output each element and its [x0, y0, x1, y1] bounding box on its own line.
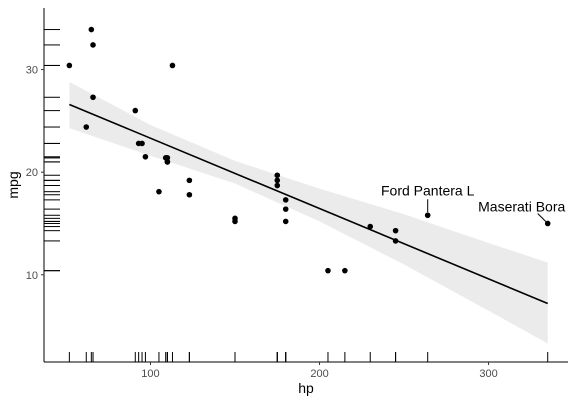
data-point-17 — [90, 42, 96, 48]
data-point-28 — [424, 212, 431, 219]
annotation-label-1: Maserati Bora — [478, 198, 565, 214]
data-point-31 — [162, 155, 169, 161]
data-point-5 — [156, 188, 162, 195]
annotation-leader-1 — [537, 213, 547, 222]
data-point-14 — [325, 267, 331, 274]
data-point-8 — [139, 140, 145, 147]
data-point-18 — [66, 62, 73, 69]
regression-line — [69, 103, 549, 305]
data-point-10 — [186, 191, 193, 198]
data-point-6 — [392, 227, 399, 234]
y-tick-label-10: 10 — [26, 270, 38, 282]
data-point-15 — [342, 267, 348, 274]
y-axis-title: mpg — [5, 171, 21, 198]
data-point-26 — [132, 107, 139, 114]
x-axis-title: hp — [298, 380, 314, 396]
axes — [43, 8, 568, 363]
tick-layer: 100 200 300 10 20 30 — [26, 65, 498, 380]
data-point-7 — [83, 124, 90, 130]
data-point-20 — [142, 153, 149, 160]
data-point-25 — [90, 94, 96, 101]
x-tick-label-200: 200 — [310, 368, 328, 380]
data-point-22 — [232, 218, 238, 225]
data-point-9 — [186, 177, 193, 184]
data-point-19 — [88, 26, 95, 33]
points-layer — [66, 26, 551, 274]
data-point-11 — [282, 206, 289, 212]
rug-layer — [44, 29, 549, 362]
data-point-16 — [367, 223, 374, 230]
data-point-23 — [392, 238, 399, 244]
fit-line-layer — [69, 103, 549, 305]
y-tick-label-20: 20 — [26, 167, 38, 179]
data-point-24 — [274, 177, 281, 184]
x-tick-label-300: 300 — [479, 368, 497, 380]
y-tick-label-30: 30 — [26, 65, 38, 77]
data-point-12 — [282, 197, 289, 203]
annotation-label-0: Ford Pantera L — [381, 182, 475, 198]
data-point-30 — [544, 220, 551, 227]
data-point-4 — [274, 182, 281, 189]
x-tick-label-100: 100 — [141, 368, 159, 380]
data-point-29 — [274, 172, 281, 179]
confidence-band-layer — [69, 81, 548, 344]
data-point-27 — [169, 62, 176, 69]
data-point-13 — [282, 218, 289, 225]
confidence-band — [69, 81, 548, 344]
